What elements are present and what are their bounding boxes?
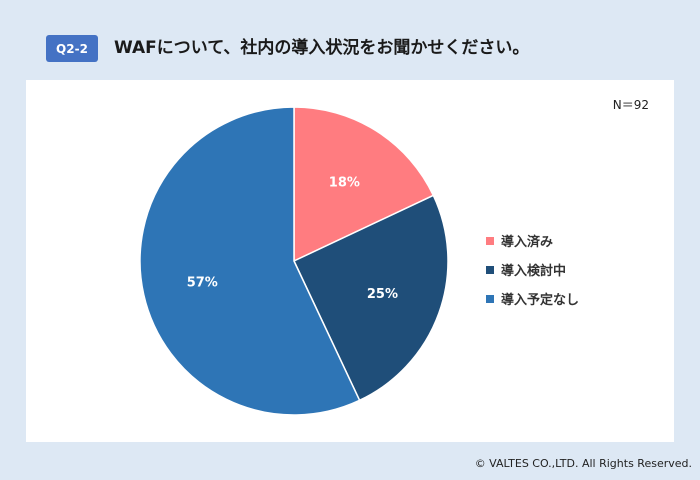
pie-slice-2 — [293, 194, 449, 402]
legend-item-3: 導入予定なし — [486, 284, 579, 313]
sample-size-label: N＝92 — [612, 98, 649, 112]
pie-chart: 18% 25% 57% — [139, 106, 449, 416]
legend-item-2: 導入検討中 — [486, 255, 579, 284]
legend-item-1: 導入済み — [486, 226, 579, 255]
legend-label-2: 導入検討中 — [501, 264, 567, 279]
legend-label-1: 導入済み — [501, 235, 554, 250]
question-badge: Q2-2 — [46, 35, 98, 62]
chart-legend: 導入済み導入検討中導入予定なし — [486, 226, 579, 313]
legend-swatch-3 — [486, 294, 494, 303]
data-label-2: 25% — [367, 287, 398, 302]
legend-swatch-2 — [486, 265, 494, 274]
copyright-text: © VALTES CO.,LTD. All Rights Reserved. — [474, 457, 692, 470]
data-label-1: 18% — [329, 176, 360, 191]
data-label-3: 57% — [187, 276, 218, 291]
pie-slice-3 — [139, 106, 361, 416]
page-title: WAFについて、社内の導入状況をお聞かせください。 — [114, 38, 530, 58]
pie-slice-1 — [293, 106, 435, 263]
chart-panel: N＝92 18% 25% 57% 導入済み導入検討中導入予定なし — [26, 80, 674, 442]
legend-label-3: 導入予定なし — [501, 293, 580, 308]
legend-swatch-1 — [486, 236, 494, 245]
